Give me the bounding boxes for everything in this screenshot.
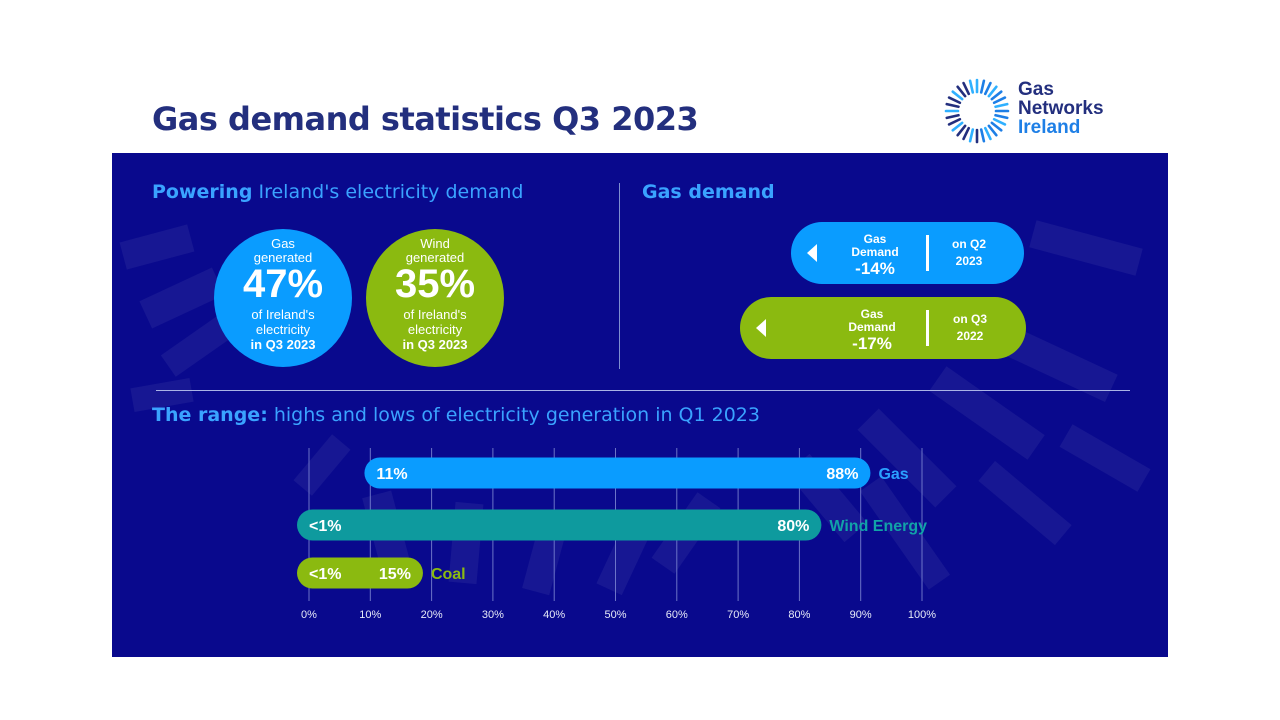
gas-circle-top-1: Gas [271,236,295,251]
gas-demand-q2-pill: Gas Demand -14% on Q2 2023 [791,222,1024,284]
wind-circle-bot-1: of Ireland's [403,307,467,322]
pill2-ref1: on Q3 [952,312,987,326]
vertical-divider [619,183,620,369]
logo-ray [968,128,975,143]
x-tick-label: 30% [482,609,504,621]
logo-ray [990,90,1003,101]
pill1-value: -14% [855,259,895,278]
logo-ray [987,124,998,137]
pill1-line2: Demand [851,245,899,259]
range-bar [297,509,822,541]
x-tick-label: 40% [543,609,565,621]
pill2-separator [926,310,929,346]
logo-ray [983,81,992,96]
logo-ray [979,79,986,94]
range-bar [364,457,871,489]
logo-ray [947,117,962,126]
logo-ray [947,96,962,105]
x-tick-label: 90% [850,609,872,621]
pill1-ref2: 2023 [955,254,983,268]
x-tick-label: 0% [301,609,317,621]
gas-demand-heading: Gas demand [642,181,775,203]
x-tick-label: 50% [604,609,626,621]
x-tick-label: 20% [421,609,443,621]
gas-circle-bot-3: in Q3 2023 [250,337,316,352]
logo-ray [968,79,975,94]
left-arrow-icon [807,244,817,262]
logo-sunburst-icon [944,78,1010,144]
logo-ray [956,85,967,98]
logo-ray [994,102,1009,109]
range-heading: The range: highs and lows of electricity… [152,404,760,426]
powering-heading: Powering Ireland's electricity demand [152,181,523,203]
gas-networks-ireland-logo: Gas Networks Ireland [944,78,1134,144]
logo-ray [994,113,1009,120]
pill2-line1: Gas [860,307,884,321]
logo-ray [945,113,960,120]
bar-low-label: <1% [309,518,341,535]
logo-line-2: Networks [1018,98,1104,119]
wind-generated-value: 35% [394,262,476,306]
pill2-line2: Demand [848,320,896,334]
logo-ray [962,81,971,96]
pill2-ref2: 2022 [956,329,984,343]
range-heading-bold: The range: [152,404,268,426]
pill1-line1: Gas [863,232,887,246]
bar-high-label: 88% [826,466,858,483]
pill1-ref1: on Q2 [951,237,986,251]
logo-ray [992,117,1007,126]
gas-circle-bot-2: electricity [255,322,311,337]
wind-circle-bot-2: electricity [407,322,463,337]
logo-ray [962,126,971,141]
pill1-separator [926,235,929,271]
bar-high-label: 80% [777,518,809,535]
gas-generated-circle: Gas generated 47% of Ireland's electrici… [214,229,352,367]
logo-ray [979,128,986,143]
gas-demand-q3-pill: Gas Demand -17% on Q3 2022 [740,297,1026,359]
range-heading-rest: highs and lows of electricity generation… [267,404,760,426]
x-tick-label: 70% [727,609,749,621]
powering-heading-rest: Ireland's electricity demand [252,181,524,203]
wind-circle-top-2: generated [405,250,465,265]
gas-generated-value: 47% [242,262,324,306]
bar-low-label: <1% [309,566,341,583]
pill2-value: -17% [852,334,892,353]
logo-ray [945,102,960,109]
bar-low-label: 11% [376,466,407,483]
logo-ray [990,121,1003,132]
logo-ray [951,121,964,132]
logo-line-3: Ireland [1018,117,1081,138]
logo-ray [992,96,1007,105]
left-arrow-icon [756,319,766,337]
page-title: Gas demand statistics Q3 2023 [152,100,699,138]
x-tick-label: 10% [359,609,381,621]
wind-circle-bot-3: in Q3 2023 [402,337,468,352]
logo-ray [987,85,998,98]
wind-generated-circle: Wind generated 35% of Ireland's electric… [366,229,504,367]
x-tick-label: 60% [666,609,688,621]
series-name-label: Wind Energy [829,518,927,535]
logo-line-1: Gas [1018,79,1054,100]
range-bar [297,557,423,589]
gas-circle-top-2: generated [253,250,313,265]
logo-ray [956,124,967,137]
infographic-panel: Powering Ireland's electricity demand Ga… [112,153,1168,657]
x-tick-label: 80% [788,609,810,621]
bar-high-label: 15% [379,566,411,583]
gas-circle-bot-1: of Ireland's [251,307,315,322]
logo-ray [983,126,992,141]
horizontal-divider [156,390,1130,391]
powering-heading-bold: Powering [152,181,253,203]
range-chart: 0% 10% 20% 30% 40% 50% 60% 70% 80% 90% 100% 11% 88% G… [297,448,936,621]
wind-circle-top-1: Wind [420,236,450,251]
gas-demand-heading-text: Gas demand [642,181,775,203]
logo-ray [951,90,964,101]
series-name-label: Gas [878,466,908,483]
x-tick-label: 100% [908,609,936,621]
series-name-label: Coal [431,566,466,583]
